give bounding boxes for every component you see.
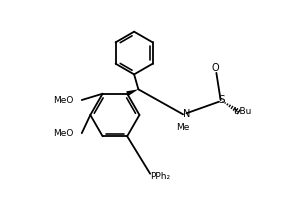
Text: MeO: MeO	[54, 95, 74, 104]
Text: N: N	[183, 109, 190, 119]
Text: t-Bu: t-Bu	[234, 107, 252, 116]
Text: MeO: MeO	[54, 129, 74, 138]
Text: PPh₂: PPh₂	[150, 172, 170, 181]
Text: S: S	[218, 95, 225, 105]
Text: Me: Me	[176, 123, 190, 132]
Text: O: O	[211, 63, 219, 73]
Polygon shape	[126, 89, 139, 96]
